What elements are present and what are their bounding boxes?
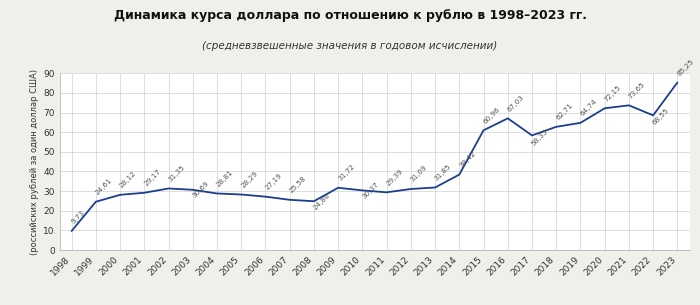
Text: 31,09: 31,09 [410, 164, 428, 183]
Text: 73,65: 73,65 [627, 81, 646, 100]
Text: 60,96: 60,96 [482, 106, 501, 125]
Text: 25,58: 25,58 [288, 175, 307, 194]
Text: 58,35: 58,35 [531, 127, 550, 146]
Text: 24,86: 24,86 [312, 192, 331, 211]
Text: 30,69: 30,69 [191, 181, 210, 199]
Text: 31,72: 31,72 [337, 163, 356, 182]
Text: 62,71: 62,71 [555, 102, 574, 121]
Text: 9,73: 9,73 [70, 210, 86, 225]
Text: 68,55: 68,55 [652, 108, 671, 127]
Y-axis label: (российских рублей за один доллар США): (российских рублей за один доллар США) [30, 69, 39, 255]
Text: 28,29: 28,29 [240, 170, 259, 189]
Text: 28,12: 28,12 [118, 170, 137, 189]
Text: 29,39: 29,39 [385, 168, 404, 187]
Text: Динамика курса доллара по отношению к рублю в 1998–2023 гг.: Динамика курса доллара по отношению к ру… [113, 9, 587, 22]
Text: 29,17: 29,17 [143, 168, 162, 187]
Text: 28,81: 28,81 [216, 169, 234, 188]
Text: 31,85: 31,85 [433, 163, 452, 182]
Text: 85,25: 85,25 [676, 58, 695, 77]
Text: 64,74: 64,74 [579, 99, 598, 117]
Text: 31,35: 31,35 [167, 164, 186, 183]
Text: 72,15: 72,15 [603, 84, 622, 103]
Text: 30,37: 30,37 [361, 181, 380, 200]
Text: 24,61: 24,61 [94, 177, 113, 196]
Text: (средневзвешенные значения в годовом исчислении): (средневзвешенные значения в годовом исч… [202, 41, 498, 51]
Text: 38,42: 38,42 [458, 150, 477, 169]
Text: 27,19: 27,19 [264, 172, 283, 191]
Text: 67,03: 67,03 [506, 94, 525, 113]
